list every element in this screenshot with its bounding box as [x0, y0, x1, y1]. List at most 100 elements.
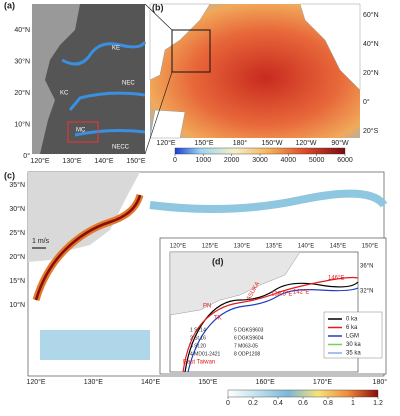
box-b — [171, 29, 211, 73]
tick-label: 145°E — [330, 244, 346, 250]
land-c — [28, 172, 140, 262]
colorbar-label: 1000 — [196, 157, 212, 164]
site-label: 5 DGKS9603 — [234, 327, 264, 333]
tick-label: 90°W — [331, 139, 349, 147]
land-a — [32, 4, 80, 154]
annotation: 142°E — [293, 290, 309, 296]
tick-label: 150°E — [198, 378, 217, 386]
tick-label: 25°N — [9, 229, 25, 237]
path-6ka — [182, 276, 359, 373]
tick-label: 150°W — [261, 139, 282, 147]
tick-label: 10°N — [14, 120, 30, 128]
tick-label: 20°N — [363, 69, 379, 77]
tick-label: 0° — [23, 152, 30, 160]
tick-label: 180° — [233, 139, 248, 147]
current-field — [40, 330, 150, 360]
colorbar-c — [227, 389, 379, 398]
site-label: 2 St.16 — [190, 335, 206, 341]
site-label: 7 M063-05 — [234, 343, 258, 349]
tick-label: 60°N — [363, 11, 379, 19]
tick-label: 20°N — [9, 253, 25, 261]
tick-label: 150°E — [194, 139, 213, 147]
colorbar-label: 6000 — [337, 157, 353, 164]
tick-label: 150°E — [126, 157, 145, 165]
tick-label: 130°E — [62, 157, 81, 165]
colorbar-label: 3000 — [252, 157, 268, 164]
kuroshio — [34, 194, 142, 301]
annotation: 138.5°E — [271, 292, 292, 298]
legend-label: 35 ka — [346, 351, 361, 357]
tick-label: 32°N — [360, 289, 373, 295]
annotation: KC — [60, 91, 69, 97]
box-a — [67, 121, 99, 143]
panel-label: (c) — [4, 170, 15, 180]
tick-label: 36°N — [360, 264, 373, 270]
colorbar-label: 0.4 — [273, 400, 283, 407]
site-label: 3 St.20 — [190, 343, 206, 349]
colorbar-label: 2000 — [224, 157, 240, 164]
tick-label: 125°E — [202, 244, 218, 250]
site-label: 6 DGKS9604 — [234, 335, 264, 341]
colorbar-label: 5000 — [309, 157, 325, 164]
annotation: East Taiwan — [183, 360, 215, 366]
connector — [144, 3, 173, 31]
annotation: NEC — [122, 81, 135, 87]
land-b — [149, 109, 186, 139]
land-b — [299, 3, 361, 91]
site-label: 1 St.14 — [190, 327, 206, 333]
tick-label: 120°E — [26, 378, 45, 386]
tick-label: 35°N — [9, 181, 25, 189]
current-field — [149, 189, 388, 213]
tick-label: 130°E — [84, 378, 103, 386]
panel-label: (d) — [212, 256, 224, 266]
annotation: NECC — [112, 145, 130, 151]
tick-label: 140°E — [94, 157, 113, 165]
tick-label: 160°E — [256, 378, 275, 386]
colorbar-label: 0.8 — [323, 400, 333, 407]
tick-label: 120°E — [156, 139, 175, 147]
current-a — [61, 41, 147, 66]
colorbar-label: 0 — [173, 157, 177, 164]
annotation: TK — [214, 316, 222, 322]
tick-label: 140°E — [141, 378, 160, 386]
tick-label: 140°E — [298, 244, 314, 250]
tick-label: 135°E — [266, 244, 282, 250]
current-a — [68, 91, 146, 111]
site-label: 4 MD01-2421 — [190, 351, 221, 357]
tick-label: 120°E — [30, 157, 49, 165]
legend-label: LGM — [346, 334, 359, 340]
colorbar-label: 0.6 — [298, 400, 308, 407]
tick-label: 120°W — [295, 139, 316, 147]
tick-label: 30°N — [9, 205, 25, 213]
legend-label: 30 ka — [346, 342, 361, 348]
annotation: MC — [76, 128, 86, 134]
panel-label: (a) — [4, 0, 15, 10]
tick-label: 150°E — [362, 244, 378, 250]
tick-label: 15°N — [9, 277, 25, 285]
site-label: 8 ODP1208 — [234, 351, 260, 357]
legend-label: 0 ka — [346, 317, 358, 323]
scale-label: 1 m/s — [32, 238, 50, 245]
annotation: 146°E — [328, 276, 344, 282]
annotation: KE — [112, 46, 120, 52]
colorbar-label: 4000 — [281, 157, 297, 164]
colorbar-label: 1 — [351, 400, 355, 407]
path-lgm — [187, 287, 359, 373]
panel-label: (b) — [152, 2, 164, 12]
current-a — [74, 129, 146, 137]
tick-label: 120°E — [170, 244, 186, 250]
legend-label: 6 ka — [346, 325, 358, 331]
tick-label: 130°E — [234, 244, 250, 250]
tick-label: 180° — [373, 378, 388, 386]
colorbar-label: 1.2 — [373, 400, 383, 407]
land-d — [169, 251, 301, 316]
tick-label: 170°E — [313, 378, 332, 386]
path-0ka — [184, 281, 359, 373]
tick-label: 20°N — [14, 89, 30, 97]
colorbar-b — [174, 147, 346, 155]
colorbar-label: 0.2 — [248, 400, 258, 407]
tick-label: 30°N — [14, 57, 30, 65]
colorbar-label: 0 — [226, 400, 230, 407]
tick-label: 0° — [363, 98, 370, 106]
